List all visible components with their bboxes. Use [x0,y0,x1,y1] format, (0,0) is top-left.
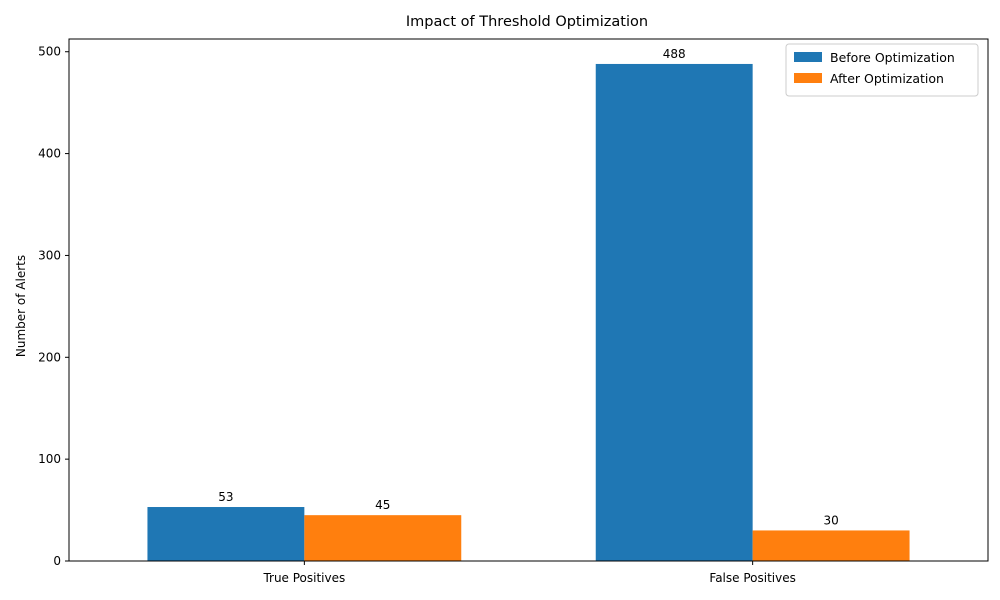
data-label-1-0: 45 [375,498,390,512]
x-tick-label-0: True Positives [262,571,345,585]
bar-0-1 [595,63,753,561]
y-tick-label-4: 400 [38,147,61,161]
x-axis: True Positives False Positives [262,561,796,585]
x-tick-label-1: False Positives [709,571,795,585]
y-tick-label-0: 0 [53,554,61,568]
y-axis: 0 100 200 300 400 500 [38,45,69,568]
y-tick-label-5: 500 [38,45,61,59]
y-axis-label: Number of Alerts [14,255,28,357]
legend-box [785,43,979,97]
legend-label-1: After Optimization [830,71,944,86]
legend-swatch-0 [794,52,822,62]
plot-frame [68,38,989,562]
legend-label-0: Before Optimization [830,50,955,65]
bar-1-1 [752,530,910,561]
data-label-0-1: 488 [663,47,686,61]
data-labels-group: 53 488 45 30 [218,47,838,527]
bar-1-0 [304,515,462,561]
bars-group [147,63,910,561]
y-tick-label-3: 300 [38,248,61,262]
data-label-0-0: 53 [218,490,233,504]
data-label-1-1: 30 [823,513,838,527]
bar-0-0 [147,507,305,561]
y-tick-label-2: 200 [38,350,61,364]
chart-title: Impact of Threshold Optimization [406,14,648,30]
legend-swatch-1 [794,73,822,83]
legend: Before Optimization After Optimization [785,43,979,97]
y-tick-label-1: 100 [38,452,61,466]
